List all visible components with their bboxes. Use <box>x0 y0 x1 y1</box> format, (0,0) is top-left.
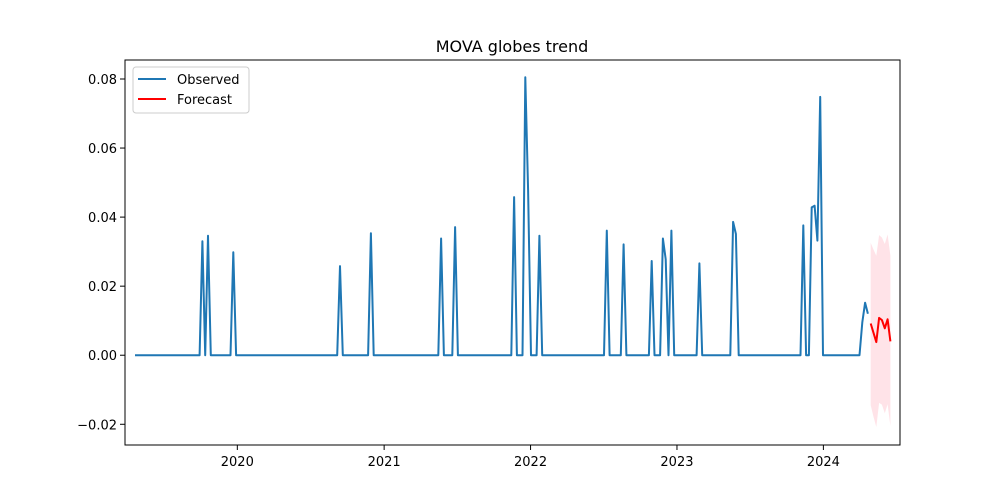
forecast-series-line <box>869 316 892 344</box>
forecast-confidence-band <box>870 234 891 427</box>
y-tick-label: 0.06 <box>88 142 117 157</box>
observed-series-line <box>135 76 869 357</box>
legend-label-forecast: Forecast <box>177 93 232 108</box>
y-tick-label: 0.02 <box>88 280 117 295</box>
x-tick-label: 2020 <box>221 455 254 470</box>
y-tick-label: 0.04 <box>88 211 117 226</box>
y-tick-label: 0.00 <box>88 349 117 364</box>
x-tick-label: 2024 <box>807 455 840 470</box>
legend: Observed Forecast <box>132 66 250 114</box>
x-tick-label: 2021 <box>368 455 401 470</box>
axes-frame <box>124 59 901 446</box>
chart-title: MOVA globes trend <box>436 37 589 56</box>
y-axis: −0.02 0.00 0.02 0.04 0.06 0.08 <box>77 73 125 433</box>
y-tick-label: 0.08 <box>88 73 117 88</box>
x-tick-label: 2023 <box>660 455 693 470</box>
y-tick-label: −0.02 <box>77 418 117 433</box>
x-axis: 2020 2021 2022 2023 2024 <box>221 445 840 470</box>
forecast-band-layer <box>870 234 891 427</box>
x-tick-label: 2022 <box>514 455 547 470</box>
legend-label-observed: Observed <box>177 73 240 88</box>
series-layer <box>135 76 892 357</box>
